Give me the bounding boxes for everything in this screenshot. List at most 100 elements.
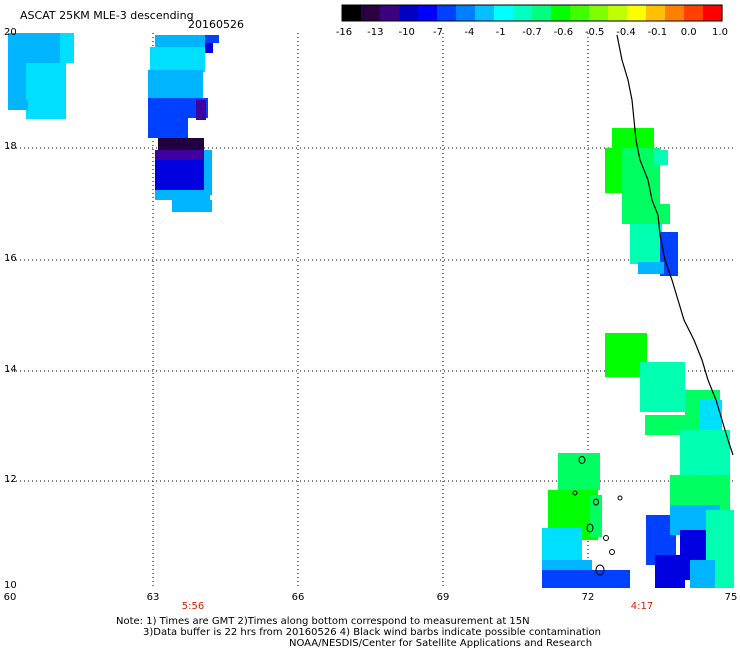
colorbar-label: 0.0 bbox=[680, 27, 697, 38]
wind-cell bbox=[204, 150, 212, 195]
wind-cell bbox=[26, 63, 66, 119]
colorbar-label: -0.1 bbox=[647, 27, 668, 38]
wind-cell bbox=[150, 47, 205, 72]
colorbar-label: -7 bbox=[433, 27, 443, 38]
wind-cell bbox=[158, 138, 204, 150]
wind-cell bbox=[605, 148, 625, 193]
island-outline bbox=[617, 495, 623, 501]
colorbar-segment bbox=[399, 5, 419, 21]
wind-cell bbox=[654, 150, 668, 165]
wind-cell bbox=[8, 100, 28, 110]
grid-lines bbox=[8, 33, 733, 588]
wind-cell bbox=[590, 495, 602, 537]
colorbar-label: -0.4 bbox=[616, 27, 636, 38]
y-label-14: 14 bbox=[4, 364, 17, 375]
colorbar-segment bbox=[532, 5, 552, 21]
colorbar-segment bbox=[589, 5, 609, 21]
colorbar-frame bbox=[341, 4, 723, 22]
island-outline bbox=[609, 549, 615, 555]
y-label-20: 20 bbox=[4, 27, 17, 38]
wind-cell bbox=[680, 430, 730, 475]
y-label-16: 16 bbox=[4, 253, 17, 264]
wind-cell bbox=[155, 160, 175, 190]
colorbar-segment bbox=[418, 5, 438, 21]
colorbar-segment bbox=[437, 5, 457, 21]
colorbar bbox=[341, 4, 723, 22]
colorbar-label: -16 bbox=[335, 27, 353, 38]
colorbar-segment bbox=[513, 5, 533, 21]
colorbar-segment bbox=[570, 5, 590, 21]
note-line-1: Note: 1) Times are GMT 2)Times along bot… bbox=[116, 616, 530, 627]
wind-cell bbox=[155, 190, 210, 200]
colorbar-segment bbox=[684, 5, 704, 21]
wind-speed-cells bbox=[8, 33, 734, 588]
island-outline bbox=[578, 456, 586, 464]
wind-cell bbox=[660, 232, 678, 276]
note-line-2: 3)Data buffer is 22 hrs from 20160526 4)… bbox=[143, 627, 601, 638]
wind-cell bbox=[196, 100, 206, 120]
y-label-12: 12 bbox=[4, 474, 17, 485]
pass-time-1: 5:56 bbox=[181, 601, 205, 612]
wind-cell bbox=[690, 560, 715, 588]
colorbar-label: -4 bbox=[464, 27, 475, 38]
colorbar-segment bbox=[475, 5, 495, 21]
wind-cell bbox=[630, 224, 662, 264]
colorbar-label: -1 bbox=[495, 27, 506, 38]
colorbar-segment bbox=[494, 5, 514, 21]
colorbar-segment bbox=[456, 5, 476, 21]
wind-cell bbox=[670, 475, 730, 510]
note-line-3: NOAA/NESDIS/Center for Satellite Applica… bbox=[289, 638, 593, 649]
colorbar-label: -13 bbox=[367, 27, 384, 38]
colorbar-segment bbox=[342, 5, 362, 21]
colorbar-segment bbox=[361, 5, 381, 21]
colorbar-segment bbox=[665, 5, 685, 21]
coastline bbox=[572, 34, 734, 576]
wind-cell bbox=[205, 35, 219, 43]
wind-cell bbox=[60, 33, 74, 63]
y-label-10: 10 bbox=[4, 580, 17, 591]
map-title: ASCAT 25KM MLE-3 descending bbox=[20, 9, 194, 22]
map-date: 20160526 bbox=[188, 18, 244, 31]
wind-cell bbox=[148, 98, 208, 118]
colorbar-label: -10 bbox=[398, 27, 415, 38]
coastline-mainland bbox=[616, 34, 734, 456]
y-label-18: 18 bbox=[4, 141, 17, 152]
wind-cell bbox=[8, 63, 28, 103]
colorbar-label: -0.5 bbox=[584, 27, 605, 38]
wind-cell bbox=[174, 160, 204, 190]
island-outline bbox=[572, 490, 578, 496]
colorbar-label: -0.6 bbox=[553, 27, 574, 38]
x-label-72: 72 bbox=[581, 592, 595, 603]
x-label-60: 60 bbox=[3, 592, 17, 603]
wind-cell bbox=[148, 118, 188, 138]
colorbar-segment bbox=[608, 5, 628, 21]
x-label-66: 66 bbox=[291, 592, 305, 603]
wind-cell bbox=[155, 150, 205, 160]
x-label-69: 69 bbox=[436, 592, 450, 603]
wind-cell bbox=[542, 528, 582, 560]
wind-cell bbox=[205, 43, 213, 53]
x-label-75: 75 bbox=[724, 592, 738, 603]
wind-cell bbox=[155, 35, 207, 47]
colorbar-segment bbox=[627, 5, 647, 21]
wind-cell bbox=[638, 262, 664, 274]
island-outline bbox=[593, 498, 599, 506]
colorbar-segment bbox=[646, 5, 666, 21]
colorbar-segment bbox=[380, 5, 400, 21]
wind-cell bbox=[172, 200, 212, 212]
wind-cell bbox=[622, 204, 670, 224]
wind-cell bbox=[640, 362, 685, 412]
colorbar-segment bbox=[551, 5, 571, 21]
wind-cell bbox=[655, 555, 685, 588]
island-outline bbox=[595, 564, 605, 576]
wind-cell bbox=[542, 570, 630, 588]
wind-cell bbox=[622, 148, 660, 206]
wind-cell bbox=[148, 70, 203, 100]
x-label-63: 63 bbox=[146, 592, 160, 603]
colorbar-segment bbox=[703, 5, 723, 21]
colorbar-label: -0.7 bbox=[522, 27, 542, 38]
wind-cell bbox=[612, 128, 654, 150]
island-outline bbox=[603, 535, 609, 541]
colorbar-label: 1.0 bbox=[712, 27, 728, 38]
